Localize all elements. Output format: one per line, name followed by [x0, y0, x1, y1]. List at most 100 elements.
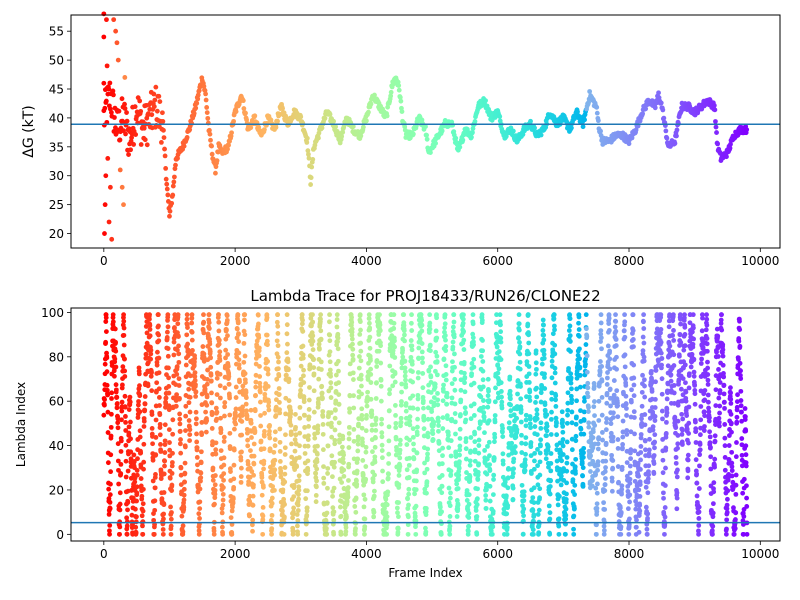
- lambda-point: [341, 452, 346, 458]
- lambda-point: [262, 410, 268, 416]
- lambda-point: [193, 389, 199, 395]
- lambda-point: [560, 437, 566, 442]
- lambda-point: [569, 436, 575, 442]
- lambda-point: [560, 419, 565, 425]
- lambda-point: [356, 394, 362, 400]
- lambda-point: [471, 364, 477, 370]
- delta-g-point: [122, 75, 128, 80]
- lambda-point: [526, 340, 532, 346]
- lambda-point: [376, 332, 382, 337]
- delta-g-point: [194, 100, 200, 106]
- delta-g-point: [142, 137, 148, 143]
- lambda-point: [296, 487, 302, 493]
- lambda-point: [297, 443, 302, 449]
- lambda-point: [166, 375, 171, 381]
- lambda-point: [269, 495, 275, 501]
- lambda-point: [476, 425, 482, 431]
- lambda-point: [283, 411, 289, 417]
- lambda-point: [124, 531, 130, 537]
- lambda-point: [260, 504, 266, 510]
- lambda-point: [335, 346, 341, 352]
- lambda-point: [341, 473, 347, 479]
- delta-g-point: [102, 105, 108, 111]
- lambda-point: [305, 468, 311, 473]
- lambda-point: [186, 400, 192, 406]
- lambda-point: [213, 473, 218, 478]
- lambda-point: [290, 528, 296, 534]
- delta-g-point: [175, 155, 180, 161]
- delta-g-point: [163, 176, 169, 182]
- lambda-point: [578, 426, 584, 432]
- lambda-point: [384, 502, 390, 508]
- lambda-point: [380, 455, 385, 461]
- lambda-point: [527, 416, 533, 422]
- lambda-point: [124, 523, 130, 529]
- lambda-point: [119, 408, 125, 414]
- lambda-point: [122, 404, 128, 410]
- lambda-point: [421, 413, 427, 419]
- lambda-point: [445, 432, 451, 438]
- lambda-point: [393, 436, 399, 442]
- lambda-point: [410, 393, 416, 399]
- lambda-point: [212, 487, 218, 493]
- lambda-point: [603, 427, 609, 433]
- lambda-point: [537, 486, 543, 492]
- lambda-point: [420, 355, 425, 361]
- lambda-point: [578, 408, 583, 414]
- lambda-point: [110, 319, 116, 325]
- lambda-point: [482, 448, 488, 453]
- lambda-point: [282, 479, 288, 485]
- lambda-point: [624, 473, 630, 479]
- lambda-point: [583, 361, 588, 367]
- lambda-point: [300, 328, 306, 334]
- lambda-point: [391, 326, 397, 331]
- lambda-point: [535, 482, 541, 488]
- lambda-point: [285, 341, 290, 347]
- lambda-point: [632, 431, 637, 437]
- lambda-point: [472, 431, 478, 437]
- lambda-point: [444, 401, 450, 407]
- lambda-point: [227, 446, 233, 452]
- lambda-point: [336, 380, 342, 386]
- lambda-point: [425, 434, 431, 440]
- lambda-point: [221, 471, 227, 477]
- lambda-point: [476, 461, 481, 467]
- lambda-point: [241, 317, 247, 323]
- lambda-point: [380, 479, 386, 485]
- lambda-point: [358, 358, 364, 364]
- delta-g-point: [652, 105, 658, 111]
- delta-g-point: [103, 173, 109, 179]
- lambda-point: [183, 413, 189, 419]
- lambda-point: [333, 407, 338, 413]
- lambda-point: [113, 339, 119, 345]
- lambda-point: [260, 513, 266, 519]
- lambda-point: [392, 355, 398, 360]
- lambda-point: [161, 490, 167, 495]
- lambda-point: [614, 366, 619, 372]
- lambda-point: [645, 511, 651, 517]
- lambda-point: [466, 501, 472, 507]
- lambda-point: [161, 511, 167, 517]
- lambda-point: [221, 434, 227, 440]
- lambda-point: [275, 366, 281, 372]
- lambda-point: [198, 475, 204, 481]
- lambda-point: [573, 438, 579, 444]
- lambda-point: [393, 420, 399, 426]
- lambda-point: [441, 388, 446, 394]
- lambda-point: [238, 457, 244, 463]
- lambda-point: [187, 394, 193, 400]
- lambda-point: [452, 364, 457, 370]
- lambda-point: [239, 432, 245, 438]
- lambda-point: [498, 322, 503, 328]
- lambda-point: [538, 420, 544, 426]
- delta-g-point: [121, 202, 126, 208]
- delta-g-point: [483, 98, 488, 104]
- lambda-point: [171, 339, 177, 345]
- lambda-point: [154, 362, 160, 368]
- lambda-point: [397, 463, 403, 469]
- lambda-point: [462, 375, 468, 380]
- lambda-point: [601, 528, 607, 533]
- lambda-point: [178, 437, 183, 442]
- lambda-point: [415, 392, 421, 398]
- lambda-point: [157, 432, 163, 438]
